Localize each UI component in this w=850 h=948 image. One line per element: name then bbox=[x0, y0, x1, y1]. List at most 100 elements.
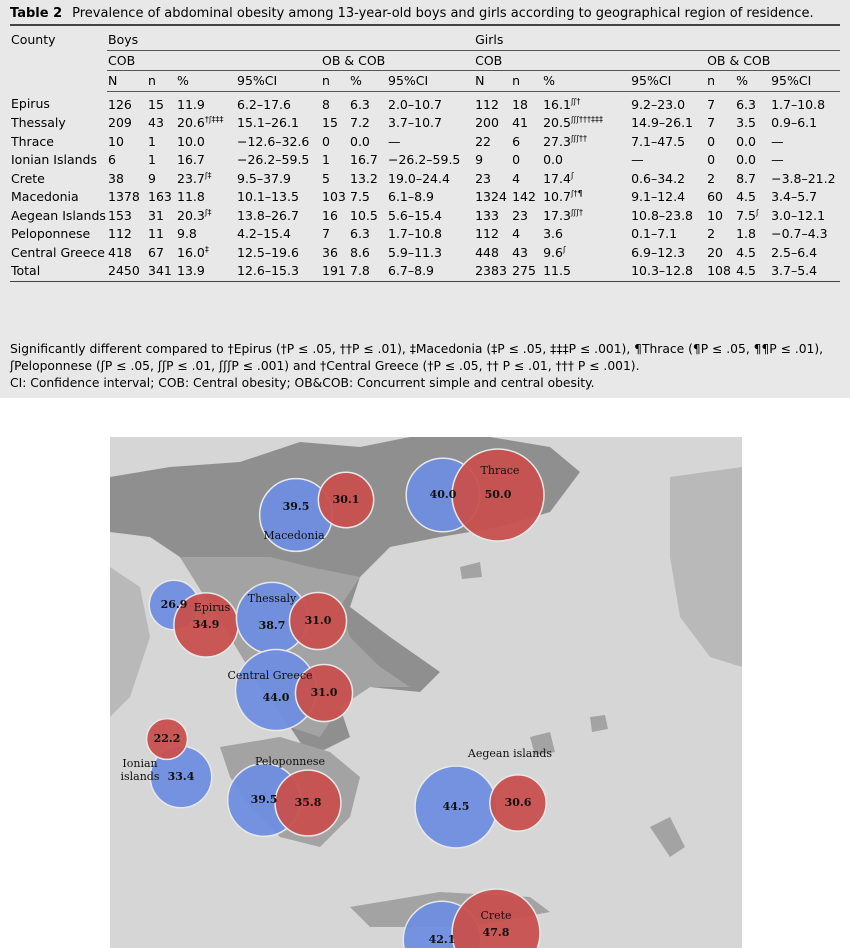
table-cell: 0 bbox=[707, 152, 716, 167]
table-cell: 23 bbox=[512, 207, 528, 223]
table-cell: 191 bbox=[321, 262, 349, 282]
table-cell: 16 bbox=[322, 207, 338, 223]
cell-superscript: ʃʃʃ†† bbox=[570, 133, 587, 143]
table-cell: 7 bbox=[322, 226, 330, 241]
table-cell: −0.7–4.3 bbox=[771, 226, 828, 241]
header-column: N bbox=[474, 70, 512, 92]
girls-bubble bbox=[317, 471, 375, 529]
table-cell: 14.9–26.1 bbox=[631, 115, 694, 130]
table-cell: 16.1ʃʃ† bbox=[542, 91, 630, 114]
cell-superscript: ‡ bbox=[204, 244, 209, 254]
header-column: % bbox=[176, 70, 236, 92]
table-cell: −26.2–59.5 bbox=[388, 152, 461, 167]
county-cell: Thessaly bbox=[11, 115, 66, 130]
cell-value: 20.6 bbox=[177, 115, 205, 130]
table-cell: 6.3 bbox=[350, 226, 370, 241]
county-cell: Aegean Islands bbox=[11, 207, 106, 223]
cell-superscript: ʃʃʃ† bbox=[570, 207, 583, 217]
table-cell: 15 bbox=[322, 115, 338, 130]
table: County Boys Girls COB OB & COB COB OB & … bbox=[10, 30, 841, 282]
region-label: Ionian islands bbox=[120, 757, 159, 783]
table-cell: 43 bbox=[512, 244, 528, 260]
table-cell: 2 bbox=[707, 170, 716, 186]
girls-value: 50.0 bbox=[485, 488, 512, 501]
table-cell: 11 bbox=[148, 226, 164, 241]
cell-superscript: ʃʃʃ†††‡‡‡ bbox=[570, 114, 603, 124]
table-row: Total 2450 341 13.9 12.6–15.3 191 7.8 6.7–8.9 23… bbox=[10, 262, 841, 282]
table-cell: 5 bbox=[322, 170, 330, 186]
table-cell: 16.0‡ bbox=[176, 244, 236, 263]
cell-value: 17.4 bbox=[543, 170, 571, 186]
table-cell: 43 bbox=[148, 115, 164, 130]
caption-text: Prevalence of abdominal obesity among 13… bbox=[72, 6, 814, 21]
county-cell: Macedonia bbox=[11, 189, 79, 204]
table-cell: 20.3ʃ‡ bbox=[176, 207, 236, 226]
land-west bbox=[110, 567, 150, 717]
header-group: Boys bbox=[107, 30, 475, 51]
table-cell: 11.9 bbox=[177, 96, 205, 112]
table-cell: 4.5 bbox=[736, 244, 756, 260]
table-cell: 20 bbox=[707, 244, 723, 260]
table-cell: −3.8–21.2 bbox=[771, 170, 836, 186]
table-cell: 4.5 bbox=[736, 189, 756, 204]
county-cell: Total bbox=[10, 262, 107, 282]
county-cell: Peloponnese bbox=[11, 226, 91, 241]
cell-superscript: ʃ‡ bbox=[204, 207, 212, 217]
region-label: Thrace bbox=[481, 464, 520, 477]
cell-value: 27.3 bbox=[543, 133, 571, 149]
cell-value: 23.7 bbox=[177, 170, 205, 186]
table-cell: 0.9–6.1 bbox=[771, 115, 818, 130]
table-cell: 16.7 bbox=[350, 152, 378, 167]
header-column: 95%CI bbox=[236, 70, 321, 92]
table-cell: 6.1–8.9 bbox=[388, 189, 435, 204]
table-cell: 8.7 bbox=[736, 170, 756, 186]
table-cell: 103 bbox=[322, 189, 346, 204]
table-cell: 0.0 bbox=[543, 152, 563, 167]
table-cell: 19.0–24.4 bbox=[388, 170, 450, 186]
county-cell: Epirus bbox=[11, 96, 50, 111]
table-cell: 3.0–12.1 bbox=[771, 207, 826, 223]
table-cell: 4 bbox=[512, 170, 521, 186]
map: 39.5 30.1 Macedonia 40.0 50.0 Thrace 26.9 34.9 E… bbox=[110, 437, 742, 948]
table-cell: 5.6–15.4 bbox=[388, 207, 442, 223]
table-cell: 3.5 bbox=[736, 115, 756, 130]
header-county: County bbox=[11, 32, 56, 47]
table-cell: 133 bbox=[475, 207, 499, 223]
table-cell: 275 bbox=[511, 262, 543, 282]
table-cell: 31 bbox=[148, 207, 164, 223]
table-cell: 6.2–17.6 bbox=[237, 96, 291, 112]
region-label: Macedonia bbox=[263, 529, 325, 542]
table-cell: 3.7–10.7 bbox=[388, 115, 442, 130]
boys-value: 44.5 bbox=[443, 800, 470, 813]
table-label: Table 2 bbox=[10, 6, 63, 21]
girls-bubble bbox=[274, 769, 342, 837]
girls-value: 22.2 bbox=[154, 732, 181, 745]
table-cell: 8 bbox=[322, 96, 330, 112]
region-label: Epirus bbox=[194, 601, 231, 614]
table-cell: 6.7–8.9 bbox=[387, 262, 475, 282]
table-cell: 13.9 bbox=[176, 262, 236, 282]
girls-bubble bbox=[451, 888, 541, 948]
table-cell: 9.2–23.0 bbox=[631, 96, 686, 112]
table-cell: 2 bbox=[707, 226, 716, 241]
table-cell: 12.5–19.6 bbox=[237, 244, 299, 260]
table-cell: 1 bbox=[148, 133, 156, 149]
table-cell: 7.5ʃ bbox=[735, 207, 770, 226]
table-cell: 16.7 bbox=[177, 152, 205, 167]
table-cell: 200 bbox=[475, 115, 499, 130]
table-cell: 9 bbox=[475, 152, 484, 167]
girls-bubble bbox=[294, 663, 354, 723]
table-cell: 1324 bbox=[475, 189, 507, 204]
table-cell: 22 bbox=[475, 133, 491, 149]
boys-value: 33.4 bbox=[168, 770, 195, 783]
table-row: Epirus 126 15 11.9 6.2–17.6 8 6.3 2.0–10.7 112 18… bbox=[10, 91, 840, 114]
table-cell: 6 bbox=[108, 152, 116, 167]
table-cell: 418 bbox=[108, 244, 132, 260]
table-cell: 60 bbox=[707, 189, 723, 204]
table-cell: 1.7–10.8 bbox=[771, 96, 826, 112]
table-cell: 1.8 bbox=[736, 226, 756, 241]
table-cell: 9.8 bbox=[177, 226, 197, 241]
table-cell: 10.0 bbox=[177, 133, 205, 149]
table-row: Aegean Islands 153 31 20.3ʃ‡ 13.8–26.7 16 10.5… bbox=[10, 207, 840, 226]
cell-superscript: ʃ bbox=[562, 244, 566, 254]
